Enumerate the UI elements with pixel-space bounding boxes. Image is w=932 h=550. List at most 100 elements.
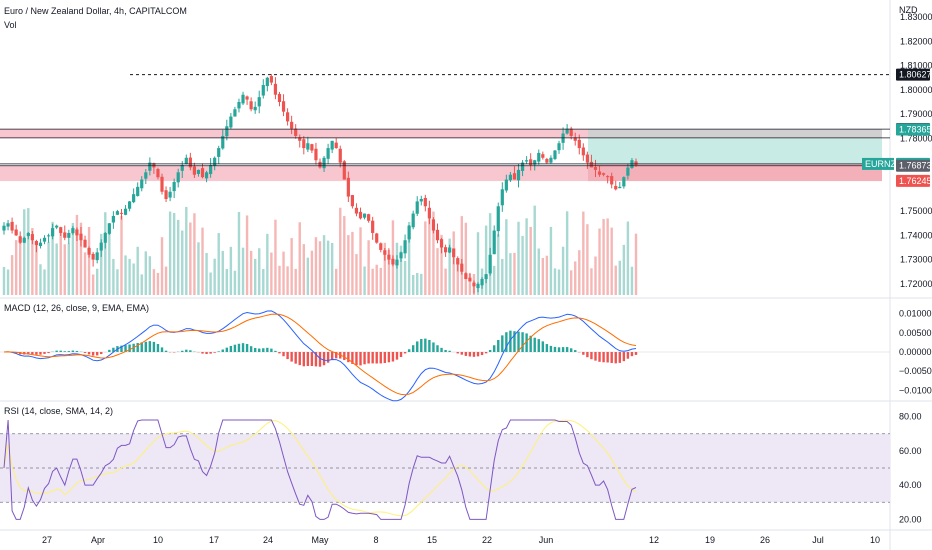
volume-bar bbox=[505, 219, 508, 295]
rsi-axis[interactable]: 80.00 60.00 40.00 20.00 bbox=[899, 412, 922, 525]
volume-bar bbox=[375, 264, 378, 295]
volume-bar bbox=[290, 238, 293, 295]
volume-bar bbox=[493, 265, 496, 295]
volume-bar bbox=[209, 272, 212, 295]
candle-body bbox=[75, 229, 79, 236]
volume-bar bbox=[448, 238, 451, 295]
candle-body bbox=[375, 233, 379, 243]
volume-bar bbox=[193, 213, 196, 295]
macd-hist-bar bbox=[47, 352, 50, 354]
macd-hist-bar bbox=[493, 345, 496, 352]
candle-body bbox=[310, 144, 314, 151]
volume-bar bbox=[91, 274, 95, 295]
candle-body bbox=[371, 220, 375, 233]
candle-body bbox=[618, 186, 622, 189]
macd-hist-bar bbox=[282, 352, 285, 357]
candle-body bbox=[476, 283, 480, 289]
macd-hist-bar bbox=[144, 341, 147, 352]
macd-hist-bar bbox=[545, 344, 549, 352]
price-badge bbox=[896, 68, 930, 81]
macd-hist-bar bbox=[213, 352, 216, 353]
volume-bar bbox=[132, 263, 135, 295]
candle-body bbox=[520, 162, 525, 171]
candle-body bbox=[294, 128, 298, 136]
volume-bar bbox=[383, 242, 387, 295]
volume-bar bbox=[436, 248, 439, 295]
resistance-zone bbox=[0, 129, 882, 138]
volume-bar bbox=[565, 211, 569, 295]
symbol-badge bbox=[862, 157, 894, 170]
volume-bar bbox=[533, 205, 536, 295]
volume-bar bbox=[87, 226, 91, 295]
candle-body bbox=[111, 215, 115, 223]
candle-body bbox=[269, 76, 273, 83]
volume-bar bbox=[104, 212, 107, 295]
macd-hist-bar bbox=[274, 350, 277, 352]
volume-bar bbox=[302, 244, 305, 295]
macd-hist-bar bbox=[95, 352, 99, 356]
volume-bar bbox=[43, 269, 46, 295]
macd-hist-bar bbox=[448, 350, 451, 352]
macd-hist-bar bbox=[27, 352, 30, 354]
candle-body bbox=[484, 274, 488, 280]
price-tick-label: 1.72000 bbox=[900, 279, 932, 289]
candle-body bbox=[229, 116, 233, 128]
time-tick-label: 26 bbox=[760, 535, 770, 545]
volume-bar bbox=[355, 254, 358, 295]
macd-hist-bar bbox=[185, 349, 188, 352]
volume-bar bbox=[411, 274, 415, 295]
volume-bar bbox=[407, 222, 411, 295]
macd-hist-bar bbox=[290, 352, 293, 362]
volume-bar bbox=[310, 250, 314, 295]
macd-hist-bar bbox=[237, 343, 241, 352]
volume-bar bbox=[537, 248, 540, 295]
symbol-badge-text: EURNZD bbox=[865, 159, 903, 169]
volume-bar bbox=[553, 268, 557, 295]
price-tick-label: 1.83000 bbox=[900, 12, 932, 22]
candle-body bbox=[427, 207, 431, 219]
candle-body bbox=[26, 232, 30, 237]
volume-bar bbox=[367, 240, 370, 295]
candle-body bbox=[188, 157, 192, 168]
volume-bar bbox=[561, 246, 565, 295]
time-axis[interactable]: 27 Apr 10 17 24 May 8 15 22 Jun 12 19 26 Jul 10 bbox=[42, 535, 880, 545]
macd-hist-bar bbox=[205, 352, 208, 355]
volume-bar bbox=[201, 227, 204, 295]
candle-body bbox=[529, 159, 533, 166]
macd-hist-bar bbox=[71, 350, 75, 352]
candle-body bbox=[553, 150, 557, 159]
candle-body bbox=[415, 201, 419, 214]
candle-body bbox=[435, 229, 440, 241]
volume-bar bbox=[521, 235, 524, 295]
time-tick-label: 27 bbox=[42, 535, 52, 545]
macd-tick-label: −0.01000 bbox=[899, 385, 932, 395]
macd-hist-bar bbox=[634, 352, 638, 355]
volume-bar bbox=[545, 255, 549, 295]
volume-bar bbox=[428, 209, 431, 295]
price-axis[interactable]: 1.83000 1.82000 1.81000 1.80000 1.79000 1.780… bbox=[900, 12, 932, 289]
macd-hist-bar bbox=[43, 352, 46, 354]
candle-body bbox=[83, 239, 87, 248]
candle-body bbox=[119, 212, 124, 214]
candle-body bbox=[577, 139, 581, 149]
candle-body bbox=[115, 211, 120, 215]
macd-hist-bar bbox=[124, 345, 127, 352]
volume-bar bbox=[23, 209, 26, 295]
candle-body bbox=[6, 223, 10, 227]
candle-body bbox=[622, 177, 626, 187]
volume-bar bbox=[420, 273, 423, 295]
volume-bar bbox=[574, 261, 577, 295]
volume-bar bbox=[594, 256, 597, 295]
macd-hist-bar bbox=[351, 352, 354, 364]
candle-body bbox=[419, 199, 423, 202]
volume-bar bbox=[262, 268, 265, 295]
macd-hist-bar bbox=[460, 352, 463, 355]
macd-hist-bar bbox=[440, 347, 443, 352]
macd-axis[interactable]: 0.01000 0.00500 0.00000 −0.00500 −0.01000 bbox=[899, 309, 932, 396]
candle-body bbox=[209, 165, 213, 175]
candle-body bbox=[350, 195, 355, 207]
time-tick-label: 22 bbox=[482, 535, 492, 545]
macd-hist-bar bbox=[586, 352, 589, 358]
macd-hist-bar bbox=[322, 352, 326, 366]
